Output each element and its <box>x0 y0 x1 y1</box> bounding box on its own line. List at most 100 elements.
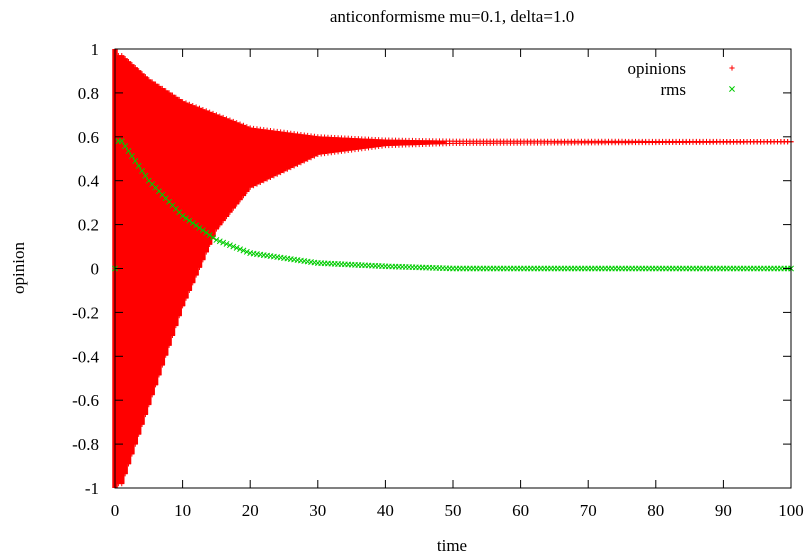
rms-point <box>125 148 132 155</box>
opinion-point <box>234 120 240 126</box>
opinion-point <box>119 481 125 487</box>
opinion-point <box>223 213 230 220</box>
opinion-point <box>213 226 219 232</box>
opinion-point <box>159 85 165 92</box>
opinion-point <box>152 81 159 87</box>
opinion-point <box>207 109 213 115</box>
opinion-point <box>146 401 152 408</box>
rms-point <box>183 215 189 222</box>
opinion-point <box>163 352 169 358</box>
opinion-point <box>230 205 236 211</box>
rms-point <box>213 237 220 243</box>
opinion-point <box>244 188 250 195</box>
opinion-point <box>281 168 287 174</box>
y-tick-label: 0 <box>91 260 100 279</box>
opinion-point <box>186 287 192 294</box>
opinion-point <box>196 105 203 111</box>
opinion-point <box>190 103 196 109</box>
opinion-point <box>139 421 145 427</box>
opinion-point <box>217 222 223 228</box>
y-tick-label: 0.4 <box>78 172 100 191</box>
opinion-point <box>180 99 186 105</box>
opinion-point <box>129 451 135 457</box>
opinion-point <box>223 116 230 122</box>
y-tick-label: -0.4 <box>72 347 99 366</box>
opinion-point <box>122 471 128 477</box>
y-tick-label: -0.6 <box>72 391 99 410</box>
opinion-point <box>186 101 192 107</box>
y-tick-label: -1 <box>85 479 99 498</box>
x-tick-label: 80 <box>647 501 664 520</box>
rms-point <box>118 138 125 145</box>
opinion-point <box>210 110 216 117</box>
opinion-point <box>142 74 149 80</box>
opinion-point <box>193 104 199 110</box>
rms-point <box>186 217 193 224</box>
opinion-point <box>291 163 297 169</box>
opinion-point <box>176 96 182 103</box>
rms-point <box>196 224 203 231</box>
x-axis-label: time <box>437 536 467 555</box>
axis-ticks <box>114 48 792 489</box>
rms-point <box>240 247 247 254</box>
opinion-point <box>156 372 162 378</box>
opinion-point <box>301 158 307 164</box>
opinion-point <box>220 114 226 121</box>
opinion-point <box>146 77 152 83</box>
rms-point <box>223 240 230 247</box>
opinion-point <box>298 159 304 166</box>
opinion-point <box>267 174 274 181</box>
rms-point <box>142 172 149 179</box>
rms-point <box>233 244 240 251</box>
y-tick-label: 0.2 <box>78 216 99 235</box>
opinion-point <box>244 124 250 130</box>
opinion-point <box>173 94 179 100</box>
opinion-point <box>166 90 172 96</box>
opinion-point <box>264 176 270 182</box>
rms-point <box>226 242 233 249</box>
opinion-point <box>125 59 132 65</box>
y-tick-label: -0.2 <box>72 303 99 322</box>
opinion-point <box>278 169 284 176</box>
plot-area <box>112 49 794 488</box>
opinion-point <box>122 56 128 62</box>
opinion-point <box>227 209 233 215</box>
tick-labels: 0 10 20 30 40 50 60 70 80 90 100 1 0.8 0.6 0.4 0.2 0 -0.2… <box>72 40 804 520</box>
rms-point <box>132 157 139 164</box>
y-tick-label: 0.6 <box>78 128 99 147</box>
opinion-point <box>284 166 290 172</box>
rms-point <box>216 238 223 245</box>
rms-point <box>199 227 206 234</box>
opinion-point <box>183 100 189 106</box>
x-tick-label: 30 <box>309 501 326 520</box>
opinion-point <box>129 62 135 68</box>
rms-point <box>220 239 227 246</box>
opinion-point <box>139 71 145 77</box>
opinion-point <box>132 65 138 71</box>
opinion-point <box>237 121 243 127</box>
opinions-series <box>112 49 794 488</box>
x-tick-label: 100 <box>778 501 804 520</box>
rms-point <box>122 143 129 150</box>
opinion-point <box>149 392 155 398</box>
legend: opinions rms <box>627 59 735 99</box>
y-tick-label: 1 <box>91 40 100 59</box>
opinion-point <box>294 161 301 167</box>
opinion-point <box>125 461 132 467</box>
opinion-point <box>288 164 294 171</box>
opinion-point <box>308 155 314 161</box>
rms-point <box>189 220 196 227</box>
legend-marker-opinions <box>729 65 735 71</box>
rms-point <box>243 248 250 255</box>
x-tick-label: 40 <box>377 501 394 520</box>
opinion-point <box>207 241 213 247</box>
x-tick-label: 60 <box>512 501 529 520</box>
opinion-point <box>173 322 179 329</box>
rms-point <box>210 234 216 241</box>
legend-cross-marker <box>729 86 735 92</box>
opinion-point <box>159 362 165 368</box>
opinion-point <box>193 272 199 278</box>
opinion-point <box>142 411 149 418</box>
opinion-point <box>149 79 155 85</box>
